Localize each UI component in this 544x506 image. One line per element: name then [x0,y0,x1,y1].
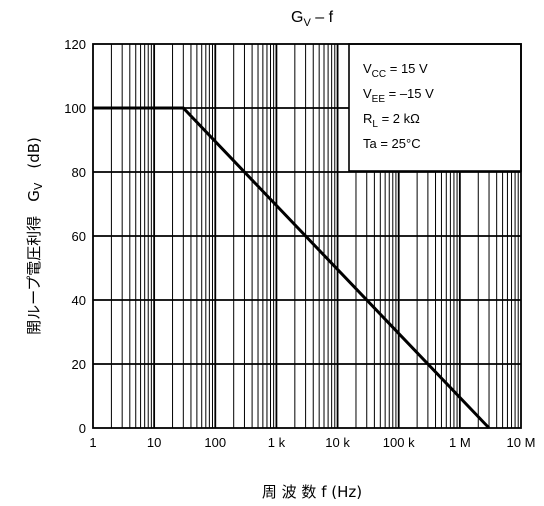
conditions-box [348,43,522,172]
y-tick-label: 120 [64,37,86,52]
y-tick-label: 60 [72,229,86,244]
y-axis-label-group: 開ループ電圧利得 GV (dB) [25,137,45,335]
y-tick-label: 40 [72,293,86,308]
y-axis-label-unit: (dB) [25,137,43,169]
x-tick-label: 100 [204,435,226,450]
chart-title-main: G [291,9,303,26]
y-tick-label: 80 [72,165,86,180]
y-axis-label-sym-sub: V [32,182,45,190]
y-tick-label: 20 [72,357,86,372]
x-tick-label: 10 M [507,435,536,450]
gain-curve-line [93,106,491,430]
condition-line: RL = 2 kΩ [363,111,420,130]
x-tick-label: 1 M [449,435,471,450]
x-tick-label: 10 k [325,435,350,450]
y-axis-label: 開ループ電圧利得 GV (dB) [25,137,45,335]
chart-title: GV – f [291,9,334,29]
x-tick-labels: 1 10 100 1 k 10 k 100 k 1 M 10 M [89,435,535,450]
plot-frame [92,43,522,429]
y-axis-label-sym: G [25,190,43,202]
y-tick-labels: 0 20 40 60 80 100 120 [64,37,86,436]
condition-line: Ta = 25°C [363,136,421,151]
condition-line: VEE = –15 V [363,86,434,105]
condition-line: VCC = 15 V [363,61,428,80]
x-tick-label: 10 [147,435,161,450]
x-tick-label: 100 k [383,435,415,450]
y-tick-label: 100 [64,101,86,116]
x-tick-label: 1 [89,435,96,450]
y-tick-label: 0 [79,421,86,436]
chart-title-rest: – f [311,9,334,26]
chart-title-sub: V [303,17,311,29]
series-layer [93,106,491,430]
conditions-list: VCC = 15 V VEE = –15 V RL = 2 kΩ Ta = 25°C [363,61,434,151]
y-axis-label-jp: 開ループ電圧利得 [25,216,43,335]
x-tick-label: 1 k [268,435,286,450]
x-axis-label: 周 波 数 f (Hz) [262,483,362,501]
